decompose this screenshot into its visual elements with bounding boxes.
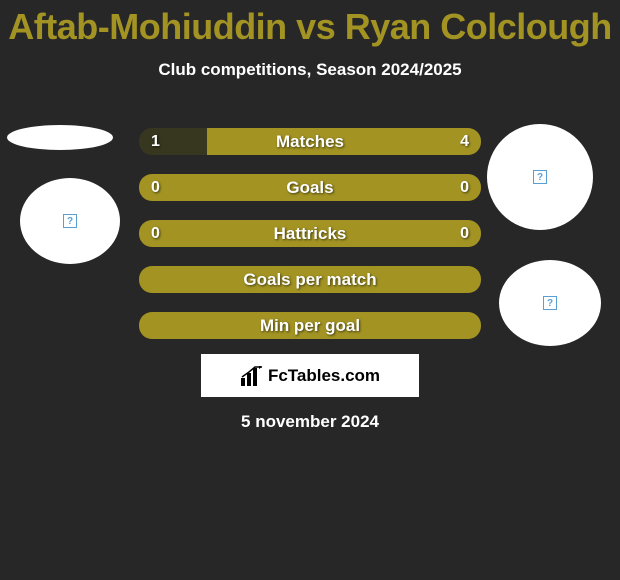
- stat-label: Goals: [139, 174, 481, 201]
- stat-label: Goals per match: [139, 266, 481, 293]
- attribution-badge: FcTables.com: [201, 354, 419, 397]
- stats-container: 14Matches 00Goals 00Hattricks Goals per mat…: [139, 128, 481, 339]
- fctables-bars-icon: [240, 366, 264, 386]
- stat-label: Matches: [139, 128, 481, 155]
- page-title: Aftab-Mohiuddin vs Ryan Colclough: [0, 0, 620, 48]
- attribution-text: FcTables.com: [268, 366, 380, 386]
- image-placeholder-icon: ?: [533, 170, 547, 184]
- decorative-circle-bottom-right: ?: [499, 260, 601, 346]
- image-placeholder-icon: ?: [63, 214, 77, 228]
- season-subtitle: Club competitions, Season 2024/2025: [0, 60, 620, 80]
- stat-row: 00Hattricks: [139, 220, 481, 247]
- stat-row: 14Matches: [139, 128, 481, 155]
- stat-label: Min per goal: [139, 312, 481, 339]
- player-right-avatar-circle: ?: [487, 124, 593, 230]
- stat-row: Min per goal: [139, 312, 481, 339]
- player-left-avatar-circle: ?: [20, 178, 120, 264]
- image-placeholder-icon: ?: [543, 296, 557, 310]
- stat-row: Goals per match: [139, 266, 481, 293]
- date-label: 5 november 2024: [0, 412, 620, 432]
- decorative-ellipse-top-left: [7, 125, 113, 150]
- stat-label: Hattricks: [139, 220, 481, 247]
- stat-row: 00Goals: [139, 174, 481, 201]
